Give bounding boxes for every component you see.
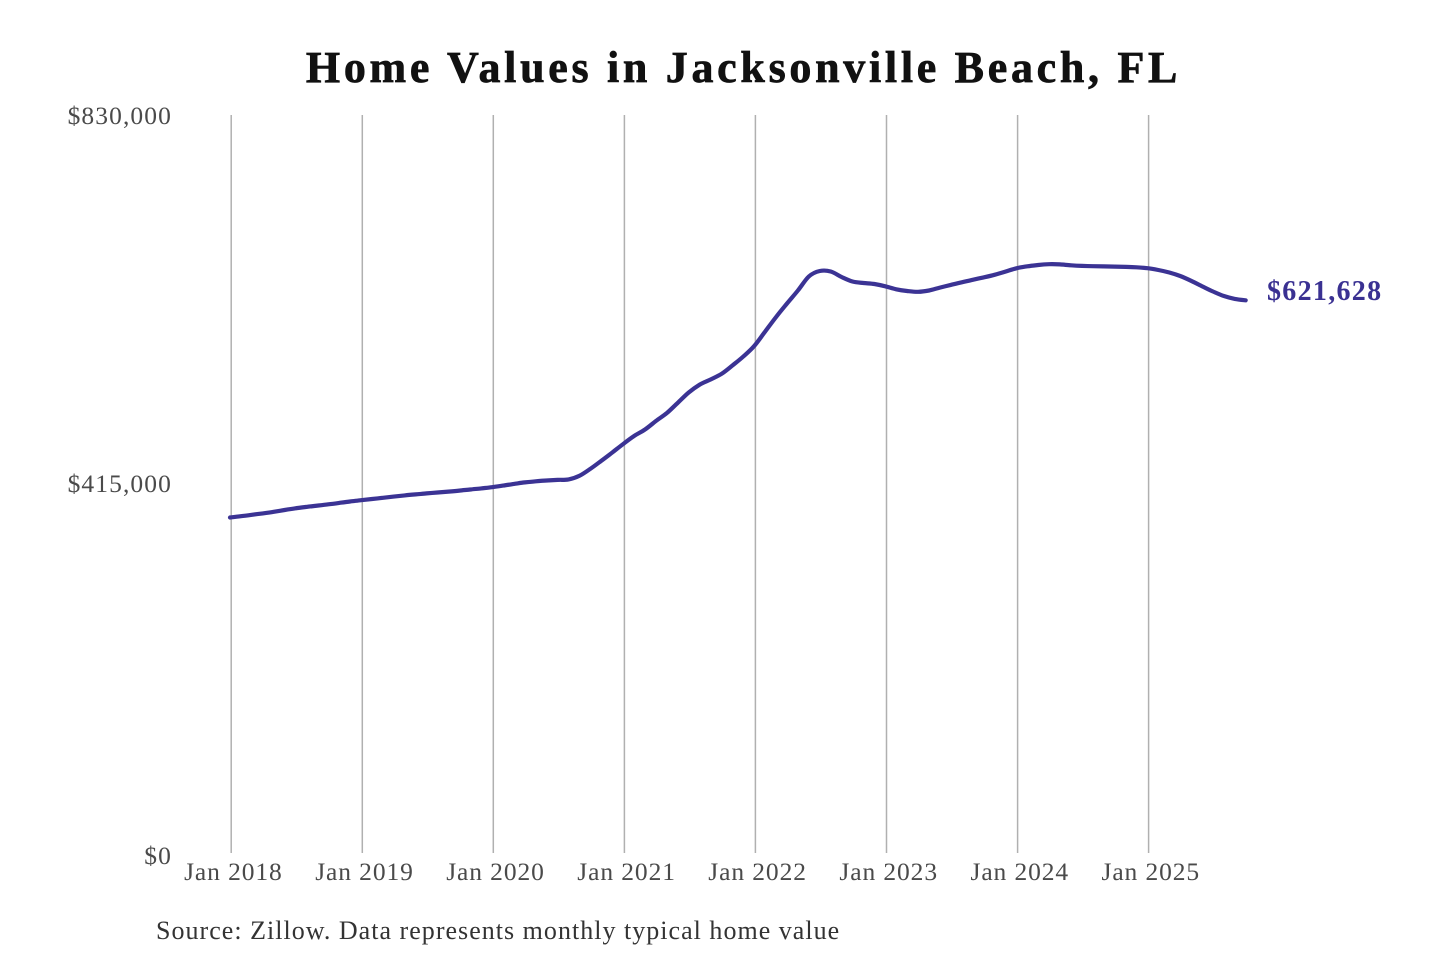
svg-text:Jan 2024: Jan 2024 xyxy=(971,857,1070,886)
svg-text:$415,000: $415,000 xyxy=(68,469,172,498)
svg-text:Jan 2020: Jan 2020 xyxy=(446,857,545,886)
svg-text:Source: Zillow. Data represent: Source: Zillow. Data represents monthly … xyxy=(156,916,840,945)
svg-text:$621,628: $621,628 xyxy=(1267,276,1382,307)
svg-text:$0: $0 xyxy=(144,841,172,870)
svg-text:Jan 2022: Jan 2022 xyxy=(708,857,807,886)
svg-text:Jan 2023: Jan 2023 xyxy=(839,857,938,886)
svg-text:Home Values in Jacksonville Be: Home Values in Jacksonville Beach, FL xyxy=(306,43,1181,92)
svg-text:Jan 2018: Jan 2018 xyxy=(184,857,283,886)
svg-text:Jan 2025: Jan 2025 xyxy=(1102,857,1201,886)
svg-text:Jan 2021: Jan 2021 xyxy=(577,857,676,886)
svg-text:Jan 2019: Jan 2019 xyxy=(315,857,414,886)
svg-text:$830,000: $830,000 xyxy=(68,101,172,130)
